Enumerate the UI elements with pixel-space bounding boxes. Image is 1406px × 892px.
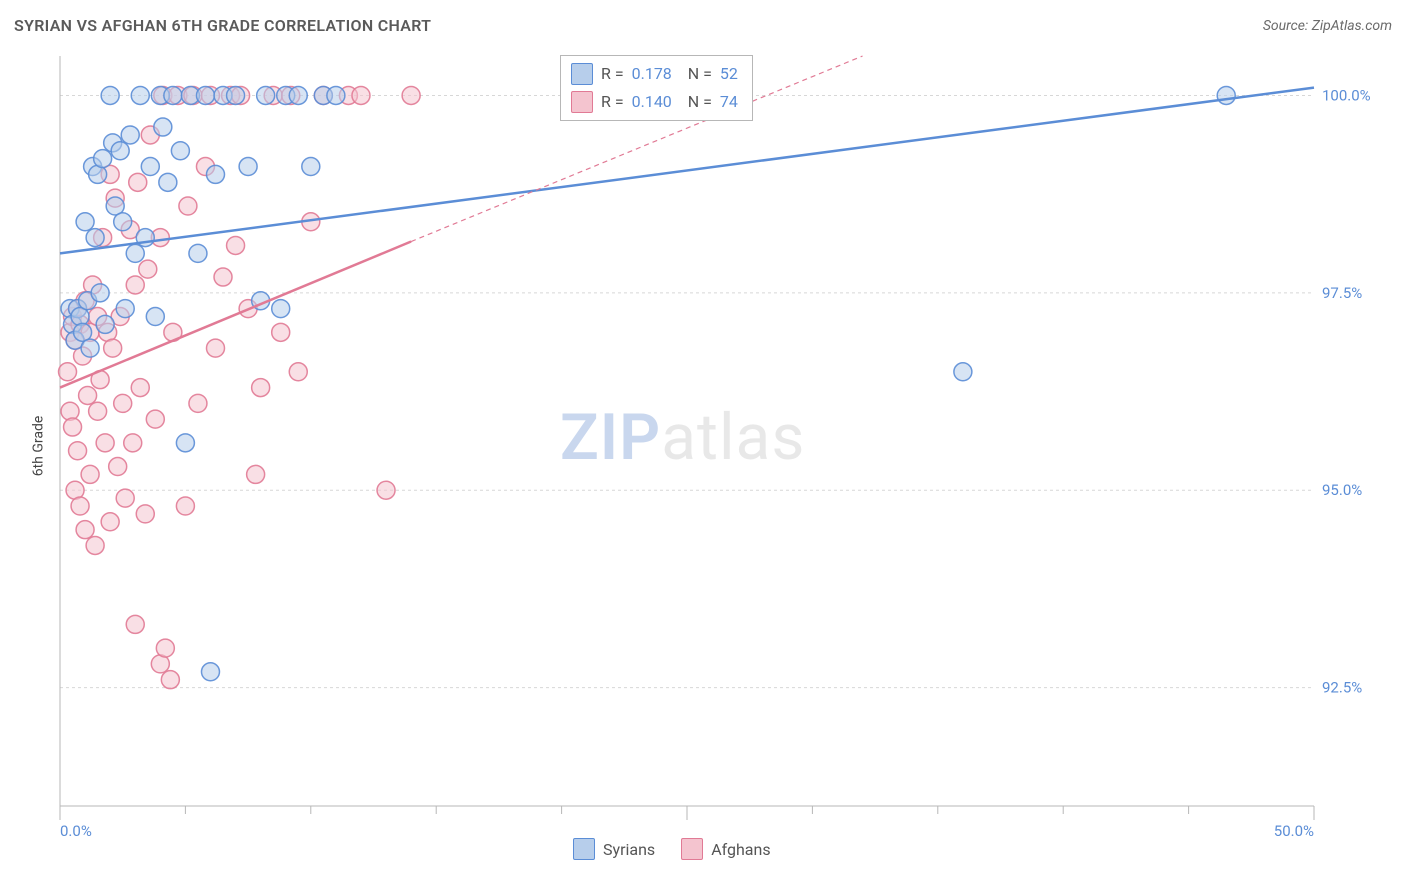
legend-r-label: R = xyxy=(601,60,624,88)
chart-title: SYRIAN VS AFGHAN 6TH GRADE CORRELATION C… xyxy=(14,16,431,35)
correlation-legend: R = 0.178 N = 52 R = 0.140 N = 74 xyxy=(560,55,753,121)
svg-text:50.0%: 50.0% xyxy=(1274,822,1314,840)
legend-n-label-2: N = xyxy=(680,88,712,116)
legend-swatch-syrians xyxy=(571,63,593,85)
legend-n-afghans: 74 xyxy=(720,88,738,116)
legend-row-afghans: R = 0.140 N = 74 xyxy=(571,88,738,116)
series-legend: Syrians Afghans xyxy=(573,838,771,860)
svg-text:97.5%: 97.5% xyxy=(1322,284,1362,302)
legend-swatch-syrians-2 xyxy=(573,838,595,860)
svg-text:92.5%: 92.5% xyxy=(1322,679,1362,697)
legend-n-label: N = xyxy=(680,60,712,88)
scatter-plot: 92.5% 95.0% 97.5% 100.0% 0.0% 50.0% xyxy=(50,50,1380,840)
legend-item-syrians: Syrians xyxy=(573,838,655,860)
svg-text:100.0%: 100.0% xyxy=(1322,86,1371,104)
legend-n-syrians: 52 xyxy=(720,60,738,88)
legend-r-label-2: R = xyxy=(601,88,624,116)
source-label: Source: ZipAtlas.com xyxy=(1263,18,1392,34)
y-axis-label: 6th Grade xyxy=(30,416,46,477)
legend-row-syrians: R = 0.178 N = 52 xyxy=(571,60,738,88)
legend-r-afghans: 0.140 xyxy=(632,88,672,116)
legend-r-syrians: 0.178 xyxy=(632,60,672,88)
legend-swatch-afghans xyxy=(571,91,593,113)
legend-label-afghans: Afghans xyxy=(711,840,770,859)
chart-container: SYRIAN VS AFGHAN 6TH GRADE CORRELATION C… xyxy=(0,0,1406,892)
svg-text:95.0%: 95.0% xyxy=(1322,481,1362,499)
legend-swatch-afghans-2 xyxy=(681,838,703,860)
legend-item-afghans: Afghans xyxy=(681,838,770,860)
svg-text:0.0%: 0.0% xyxy=(60,822,92,840)
legend-label-syrians: Syrians xyxy=(603,840,655,859)
